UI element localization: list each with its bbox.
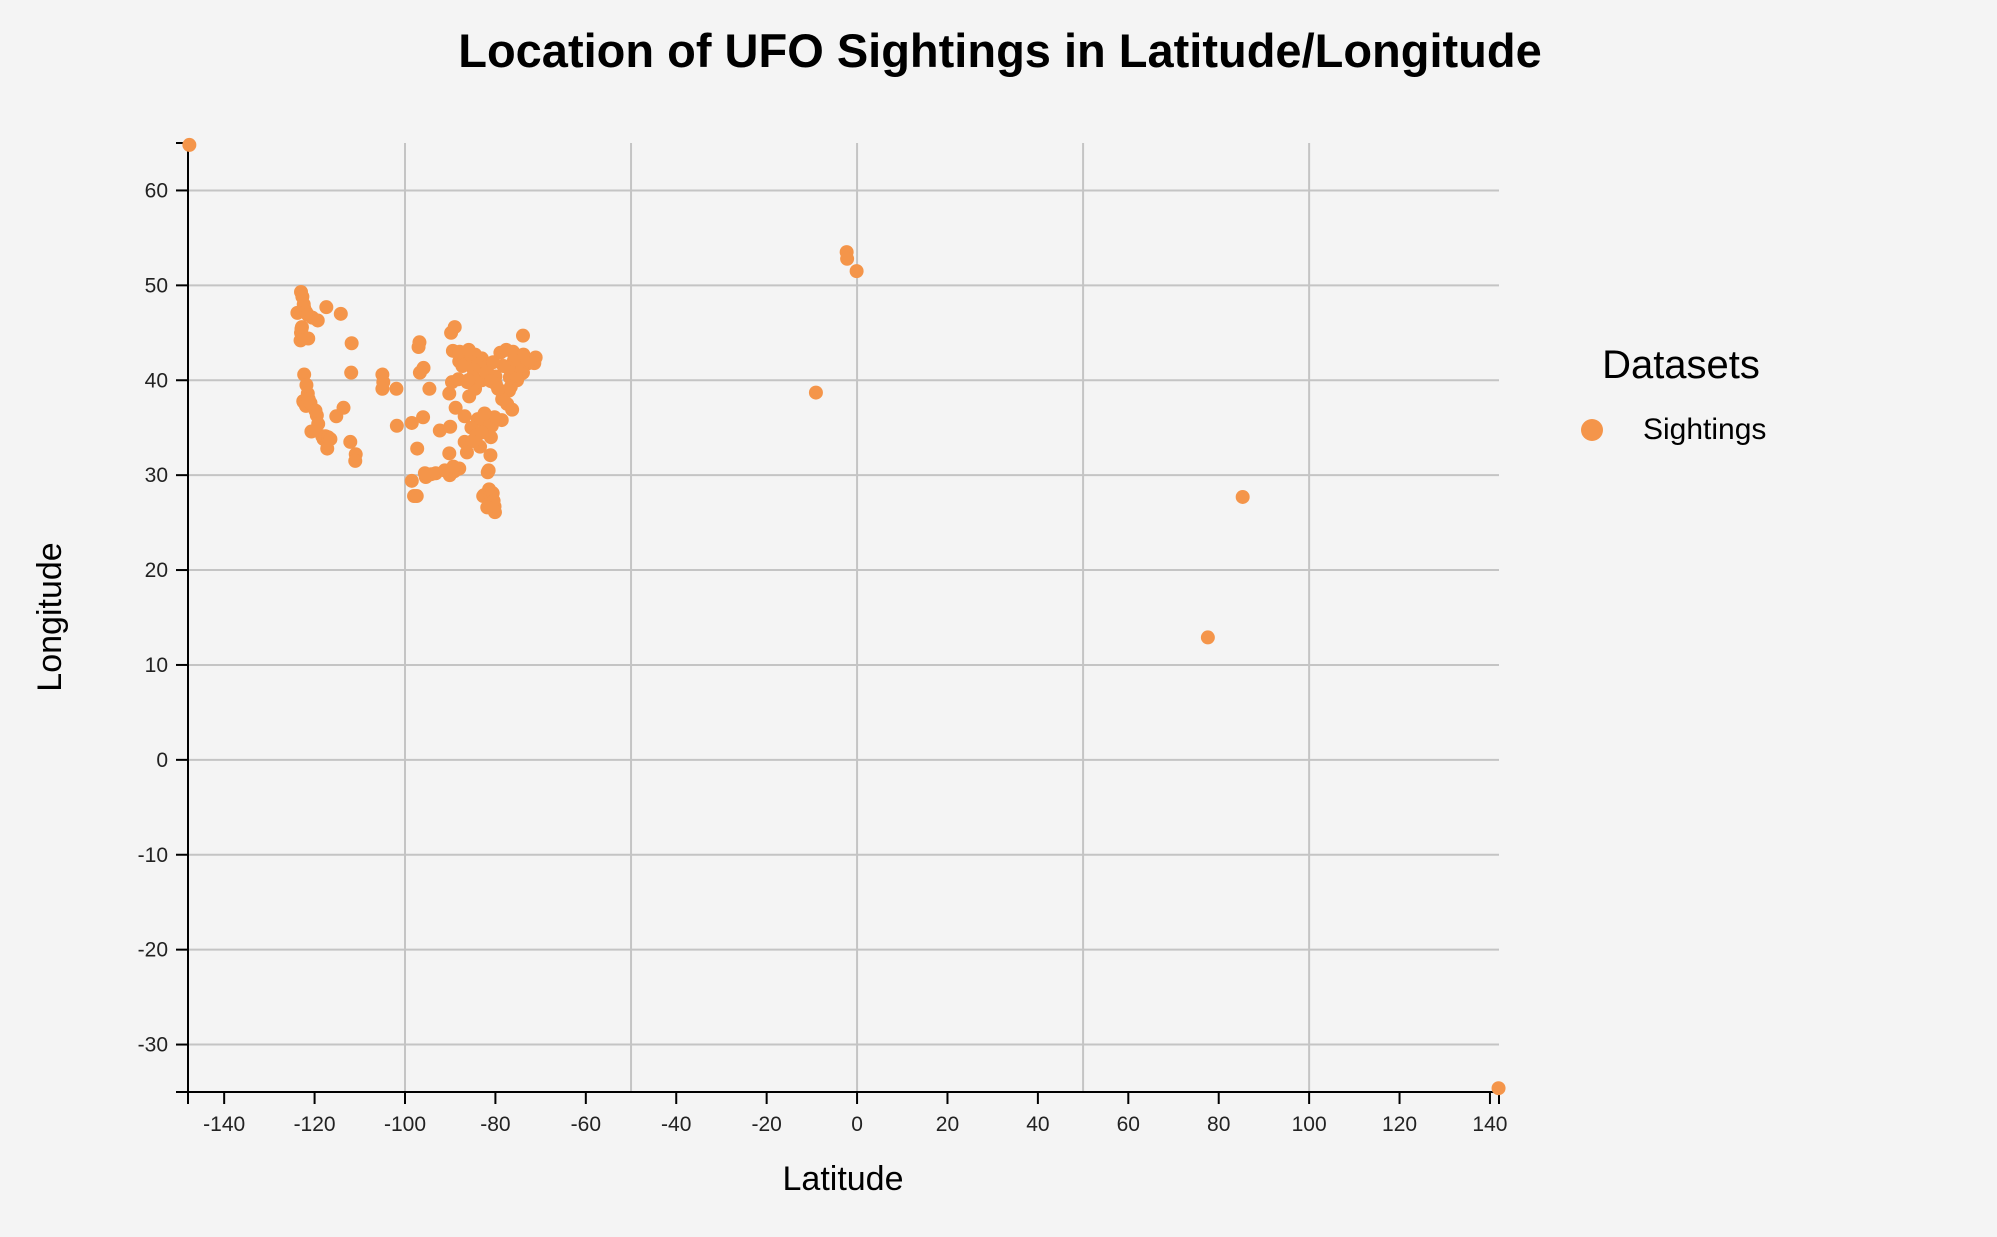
data-point	[416, 410, 431, 425]
x-tick-label: 100	[1292, 1113, 1327, 1136]
y-tick-label: -30	[138, 1034, 168, 1057]
x-tick-label: -120	[294, 1113, 336, 1136]
data-point	[1200, 630, 1215, 645]
x-tick-label: 40	[1026, 1113, 1049, 1136]
data-point	[389, 418, 404, 433]
data-points	[182, 137, 1506, 1096]
y-tick-label: 40	[145, 369, 168, 392]
data-point	[448, 400, 463, 415]
y-tick-label: 0	[156, 749, 168, 772]
legend-label: Sightings	[1643, 413, 1766, 446]
data-point	[515, 328, 530, 343]
data-point	[412, 365, 427, 380]
data-point	[457, 409, 472, 424]
grid	[188, 143, 1499, 1092]
data-point	[297, 367, 312, 382]
y-tick-label: 30	[145, 464, 168, 487]
data-point	[447, 320, 462, 335]
data-point	[474, 425, 489, 440]
x-tick-label: 80	[1207, 1113, 1230, 1136]
x-tick-label: 120	[1382, 1113, 1417, 1136]
data-point	[343, 434, 358, 449]
y-tick-label: 60	[145, 179, 168, 202]
y-tick-label: -10	[138, 844, 168, 867]
x-tick-label: -20	[751, 1113, 781, 1136]
x-tick-label: 20	[936, 1113, 959, 1136]
x-tick-label: -40	[661, 1113, 691, 1136]
data-point	[486, 355, 501, 370]
data-point	[182, 137, 197, 152]
data-point	[375, 381, 390, 396]
data-point	[481, 463, 496, 478]
x-tick-label: -140	[203, 1113, 245, 1136]
data-point	[293, 333, 308, 348]
data-point	[477, 406, 492, 421]
y-tick-label: 20	[145, 559, 168, 582]
y-tick-label: 10	[145, 654, 168, 677]
data-point	[344, 336, 359, 351]
data-point	[483, 448, 498, 463]
data-point	[461, 342, 476, 357]
data-point	[446, 459, 461, 474]
data-point	[459, 445, 474, 460]
x-tick-label: -60	[571, 1113, 601, 1136]
data-point	[336, 400, 351, 415]
data-point	[808, 385, 823, 400]
data-point	[840, 251, 855, 266]
data-point	[404, 473, 419, 488]
data-point	[849, 264, 864, 279]
x-axis-title: Latitude	[783, 1160, 904, 1198]
x-tick-label: 0	[851, 1113, 863, 1136]
chart-title: Location of UFO Sightings in Latitude/Lo…	[458, 24, 1541, 77]
y-tick-label: 50	[145, 274, 168, 297]
data-point	[480, 500, 495, 515]
data-point	[491, 381, 506, 396]
data-point	[505, 402, 520, 417]
data-point	[461, 373, 476, 388]
x-tick-label: 60	[1117, 1113, 1140, 1136]
legend-marker	[1581, 419, 1603, 441]
x-tick-label: -80	[480, 1113, 510, 1136]
data-point	[410, 441, 425, 456]
data-point	[348, 453, 363, 468]
data-point	[319, 300, 334, 315]
data-point	[389, 381, 404, 396]
x-tick-label: 140	[1472, 1113, 1507, 1136]
data-point	[1235, 489, 1250, 504]
data-point	[409, 489, 424, 504]
data-point	[344, 365, 359, 380]
legend: Datasets Sightings	[1581, 343, 1766, 446]
data-point	[304, 424, 319, 439]
data-point	[455, 359, 470, 374]
y-tick-label: -20	[138, 939, 168, 962]
data-point	[404, 415, 419, 430]
data-point	[412, 335, 427, 350]
data-point	[442, 446, 457, 461]
y-axis-title: Longitude	[31, 542, 69, 691]
data-point	[422, 381, 437, 396]
x-tick-label: -100	[384, 1113, 426, 1136]
data-point	[417, 466, 432, 481]
data-point	[465, 433, 480, 448]
data-point	[443, 419, 458, 434]
data-point	[442, 386, 457, 401]
legend-title: Datasets	[1602, 343, 1760, 387]
data-point	[1491, 1081, 1506, 1096]
data-point	[323, 432, 338, 447]
data-point	[333, 306, 348, 321]
data-point	[310, 313, 325, 328]
